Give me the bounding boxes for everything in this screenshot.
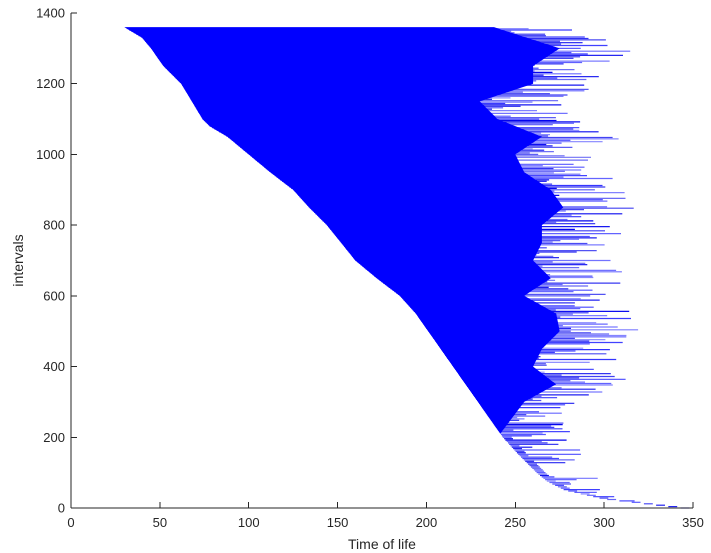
x-tick-label: 300 xyxy=(593,515,615,530)
x-tick-label: 100 xyxy=(238,515,260,530)
y-tick-label: 800 xyxy=(43,218,65,233)
x-axis-title: Time of life xyxy=(348,536,416,552)
y-tick-label: 1000 xyxy=(36,147,65,162)
plot-area xyxy=(124,27,690,509)
interval-fill xyxy=(124,27,681,508)
y-tick-label: 400 xyxy=(43,359,65,374)
x-tick-label: 150 xyxy=(327,515,349,530)
interval-fill-band xyxy=(124,27,681,508)
x-tick-label: 50 xyxy=(153,515,167,530)
y-axis-ticks: 0 200 400 600 800 1000 1200 1400 xyxy=(36,6,77,516)
axes xyxy=(70,13,693,509)
y-tick-label: 200 xyxy=(43,430,65,445)
x-tick-label: 200 xyxy=(416,515,438,530)
y-tick-label: 0 xyxy=(58,501,65,516)
y-tick-label: 600 xyxy=(43,288,65,303)
y-axis-title: intervals xyxy=(10,234,26,286)
x-axis-ticks: 0 50 100 150 200 250 300 350 xyxy=(67,502,704,530)
x-tick-label: 0 xyxy=(67,515,74,530)
x-tick-label: 350 xyxy=(682,515,704,530)
x-tick-label: 250 xyxy=(504,515,526,530)
y-tick-label: 1400 xyxy=(36,6,65,21)
y-tick-label: 1200 xyxy=(36,76,65,91)
